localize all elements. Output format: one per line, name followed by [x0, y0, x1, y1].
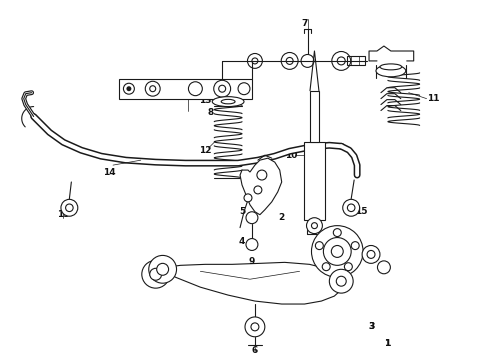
Circle shape	[329, 269, 353, 293]
Circle shape	[323, 238, 351, 265]
Text: 11: 11	[427, 94, 440, 103]
Text: 5: 5	[239, 207, 245, 216]
Circle shape	[244, 194, 252, 202]
Bar	[310, 91, 319, 142]
Text: 10: 10	[286, 151, 298, 160]
Ellipse shape	[380, 64, 402, 70]
Circle shape	[142, 260, 170, 288]
Text: 14: 14	[103, 167, 115, 176]
Circle shape	[347, 204, 355, 212]
Text: 7: 7	[301, 19, 308, 28]
Circle shape	[61, 199, 78, 216]
Circle shape	[312, 223, 318, 229]
Text: 12: 12	[199, 146, 212, 155]
Circle shape	[157, 264, 169, 275]
Circle shape	[351, 242, 359, 249]
Text: 1: 1	[384, 339, 390, 348]
Text: 2: 2	[279, 213, 285, 222]
Circle shape	[362, 246, 380, 264]
Circle shape	[251, 323, 259, 331]
Ellipse shape	[221, 99, 235, 104]
Ellipse shape	[212, 96, 244, 107]
Text: 3: 3	[368, 322, 374, 331]
Text: 9: 9	[249, 257, 255, 266]
Text: 15: 15	[57, 210, 70, 219]
Circle shape	[150, 268, 162, 280]
Polygon shape	[163, 262, 344, 304]
Bar	[303, 142, 325, 220]
Circle shape	[126, 86, 131, 91]
Bar	[347, 57, 365, 66]
Circle shape	[322, 263, 330, 271]
Circle shape	[257, 170, 267, 180]
Circle shape	[316, 242, 323, 249]
Text: 6: 6	[252, 346, 258, 355]
Circle shape	[377, 261, 391, 274]
Circle shape	[246, 212, 258, 224]
Circle shape	[245, 317, 265, 337]
Circle shape	[331, 246, 343, 257]
Circle shape	[343, 199, 360, 216]
Circle shape	[66, 204, 73, 212]
Circle shape	[333, 229, 341, 237]
Ellipse shape	[376, 65, 406, 77]
Polygon shape	[240, 158, 282, 215]
Circle shape	[367, 251, 375, 258]
Circle shape	[344, 263, 352, 271]
Text: 1: 1	[384, 339, 390, 348]
Text: 8: 8	[207, 108, 214, 117]
Text: 13: 13	[199, 96, 212, 105]
Circle shape	[307, 218, 322, 234]
Text: 15: 15	[355, 207, 368, 216]
Circle shape	[312, 226, 363, 277]
Bar	[119, 79, 252, 99]
Circle shape	[254, 186, 262, 194]
Circle shape	[336, 276, 346, 286]
Circle shape	[246, 239, 258, 251]
Circle shape	[149, 255, 176, 283]
Text: 4: 4	[239, 237, 245, 246]
Text: 3: 3	[368, 322, 374, 331]
